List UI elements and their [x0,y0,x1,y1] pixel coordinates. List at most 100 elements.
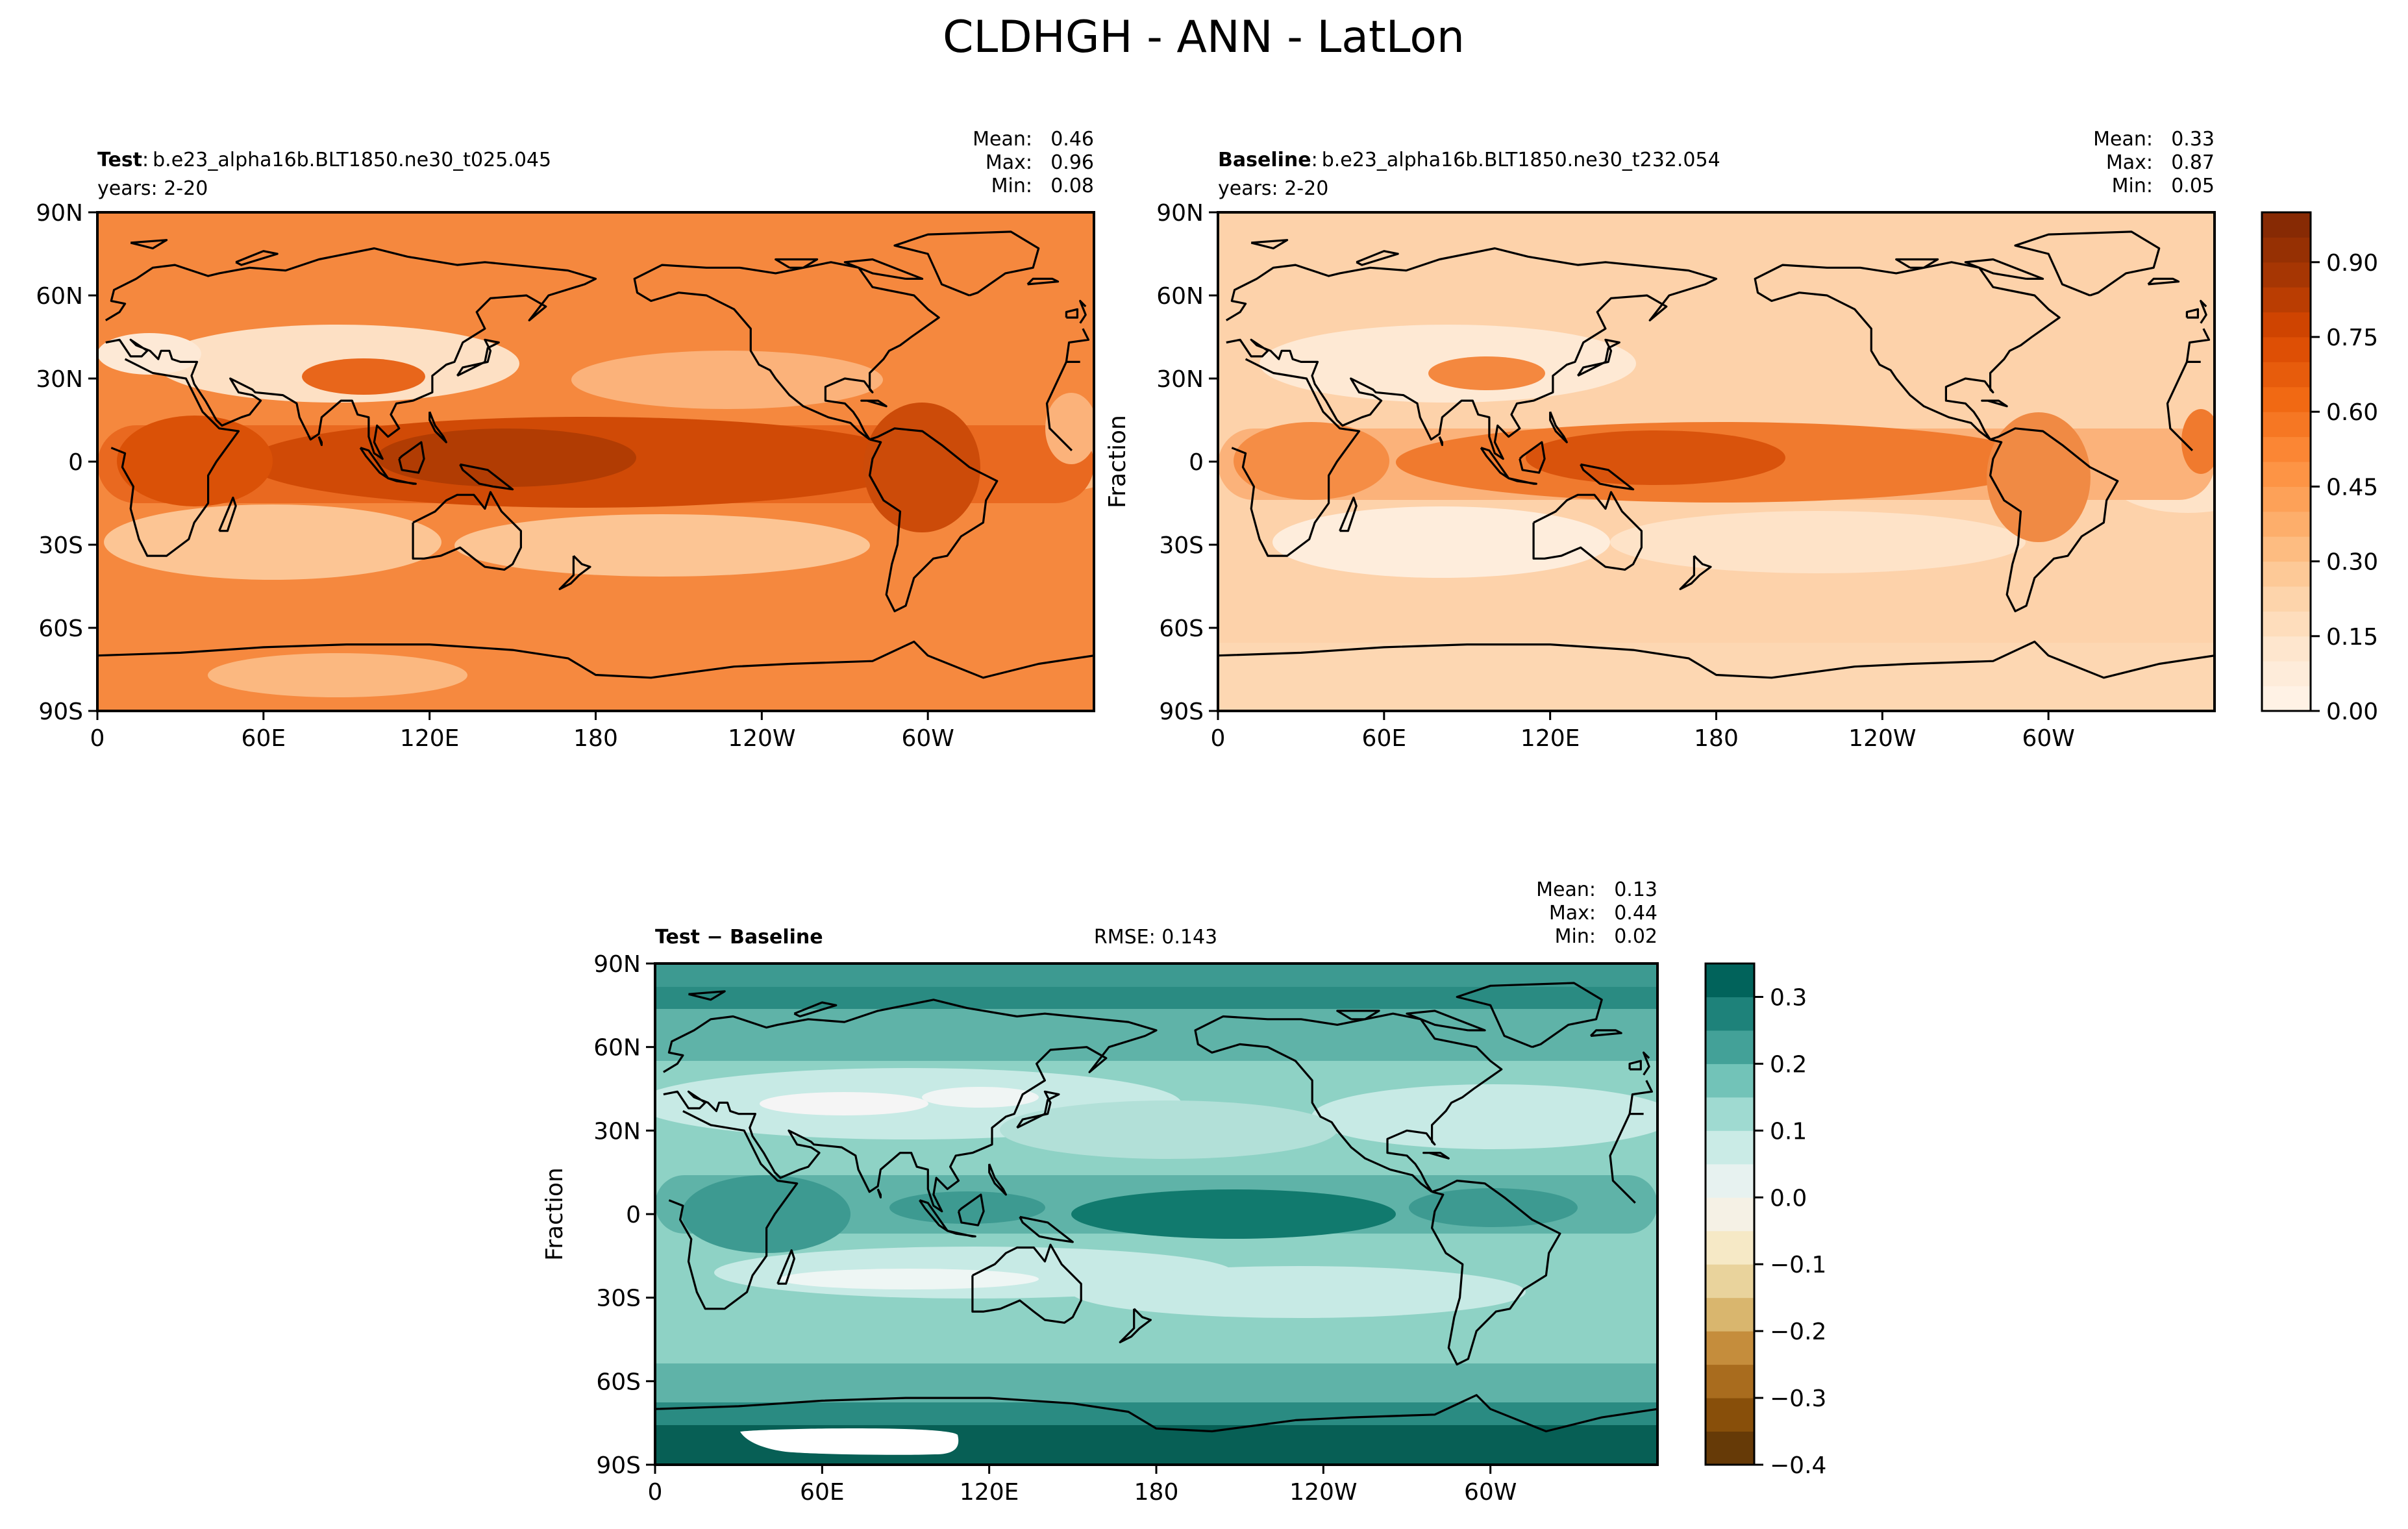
difference-min-label: Min: [1555,925,1596,948]
coastline-1 [1225,247,2211,460]
y-tick-label: 0 [1189,449,1204,476]
coastline-20 [1065,308,1078,319]
colorbar-tick-label: 0.1 [1770,1118,1807,1145]
oranges-colorbar-band [2262,212,2311,238]
test-panel: Test: b.e23_alpha16b.BLT1850.ne30_t025.04… [36,128,1095,752]
oranges-colorbar-band [2262,287,2311,313]
coastline-16 [1336,1010,1380,1021]
coastline-2 [971,1243,1082,1324]
coastline-22 [130,239,168,250]
coastline-9 [1679,554,1712,590]
coastline-8 [1576,338,1620,377]
difference-mean-value: 0.13 [1614,878,1657,901]
x-tick-label: 60E [242,725,286,752]
difference-map-field [655,963,1657,1465]
y-tick-label: 90N [1156,200,1204,227]
y-tick-label: 30N [1156,366,1204,393]
colorbar-tick-label: −0.1 [1770,1252,1826,1278]
x-tick-label: 60W [2022,725,2074,752]
test-min-value: 0.08 [1050,175,1094,197]
coastline-13 [1194,1012,1503,1193]
difference-x-ticks: 0 60E 120E 180 120W 60W [648,1465,1517,1506]
x-tick-label: 60W [901,725,954,752]
colorbar-tick-label: 0.75 [2326,325,2378,351]
brbg-colorbar-band [1706,1130,1754,1165]
brbg-colorbar-band [1706,1030,1754,1064]
x-tick-label: 120E [1521,725,1580,752]
coastline-16 [775,258,819,269]
coastline-12 [1431,1179,1561,1366]
brbg-colorbar-band [1706,1063,1754,1098]
baseline-years: years: 2-20 [1218,177,1328,200]
oranges-colorbar: 0.00 0.15 0.30 0.45 0.60 0.75 0.90 [2261,211,2378,725]
baseline-mean-label: Mean: [2093,128,2153,151]
oranges-colorbar-band [2262,337,2311,362]
difference-missing-patch [740,1428,959,1455]
coastline-12 [1989,427,2119,612]
test-x-ticks: 0 60E 120E 180 120W 60W [90,711,954,752]
y-tick-label: 60N [593,1035,641,1062]
brbg-colorbar-band [1706,1097,1754,1131]
coastline-12 [869,427,999,612]
colorbar-tick-label: −0.4 [1770,1452,1826,1479]
x-tick-label: 180 [1134,1479,1179,1506]
coastline-16 [1895,258,1939,269]
baseline-min-value: 0.05 [2171,175,2215,197]
test-mean-value: 0.46 [1050,128,1094,151]
x-tick-label: 60W [1464,1479,1517,1506]
coastline-18 [1026,277,1060,286]
test-case-name: b.e23_alpha16b.BLT1850.ne30_t025.045 [153,149,551,171]
colorbar-tick-label: 0.15 [2326,624,2378,651]
difference-y-ticks: 90N 60N 30N 0 30S 60S 90S [593,951,655,1479]
brbg-colorbar-band [1706,1398,1754,1432]
coastline-9 [558,554,591,590]
baseline-label-sep: : [1311,149,1318,171]
test-mean-label: Mean: [973,128,1032,151]
coastline-23 [235,250,279,266]
difference-max-value: 0.44 [1614,902,1657,925]
baseline-label-bold: Baseline [1218,149,1311,171]
y-tick-label: 30S [1159,532,1204,559]
coastline-17 [1422,1152,1450,1160]
test-years: years: 2-20 [97,177,208,200]
difference-coastlines [655,982,1657,1433]
y-tick-label: 30N [36,366,83,393]
colorbar-tick-label: 0.90 [2326,250,2378,277]
coastline-9 [1119,1308,1152,1343]
x-tick-label: 180 [573,725,618,752]
difference-min-value: 0.02 [1614,925,1657,948]
baseline-mean-value: 0.33 [2171,128,2215,151]
coastline-18 [1589,1029,1622,1038]
test-y-ticks: 90N 60N 30N 0 30S 60S 90S [36,200,97,725]
coastline-6 [459,463,514,491]
baseline-map-field [1218,212,2215,711]
brbg-colorbar-band [1706,1230,1754,1265]
baseline-panel: Baseline: b.e23_alpha16b.BLT1850.ne30_t23… [1104,128,2216,752]
y-tick-label: 90N [593,951,641,978]
difference-label: Test − Baseline [655,926,823,949]
oranges-colorbar-band [2262,412,2311,438]
coastline-23 [793,1001,838,1018]
oranges-colorbar-frame [2261,211,2312,712]
coastline-4 [388,477,417,485]
y-tick-label: 30S [38,532,83,559]
x-tick-label: 120W [1848,725,1916,752]
colorbar-tick-label: 0.2 [1770,1051,1807,1078]
coastline-17 [860,399,887,408]
coastline-19 [2200,299,2207,324]
coastline-21 [1218,640,2215,679]
brbg-colorbar-band [1706,1431,1754,1465]
brbg-colorbar-band [1706,963,1754,997]
coastline-22 [688,990,726,1001]
brbg-colorbar-band [1706,1297,1754,1332]
coastline-1 [663,999,1653,1213]
oranges-colorbar-band [2262,486,2311,512]
difference-max-label: Max: [1549,902,1596,925]
test-label-sep: : [142,149,149,171]
y-tick-label: 60N [36,283,83,310]
baseline-max-value: 0.87 [2171,151,2215,174]
oranges-colorbar-band [2262,462,2311,487]
y-tick-label: 0 [68,449,83,476]
coastline-13 [1754,261,2061,441]
y-tick-label: 30S [596,1286,641,1312]
